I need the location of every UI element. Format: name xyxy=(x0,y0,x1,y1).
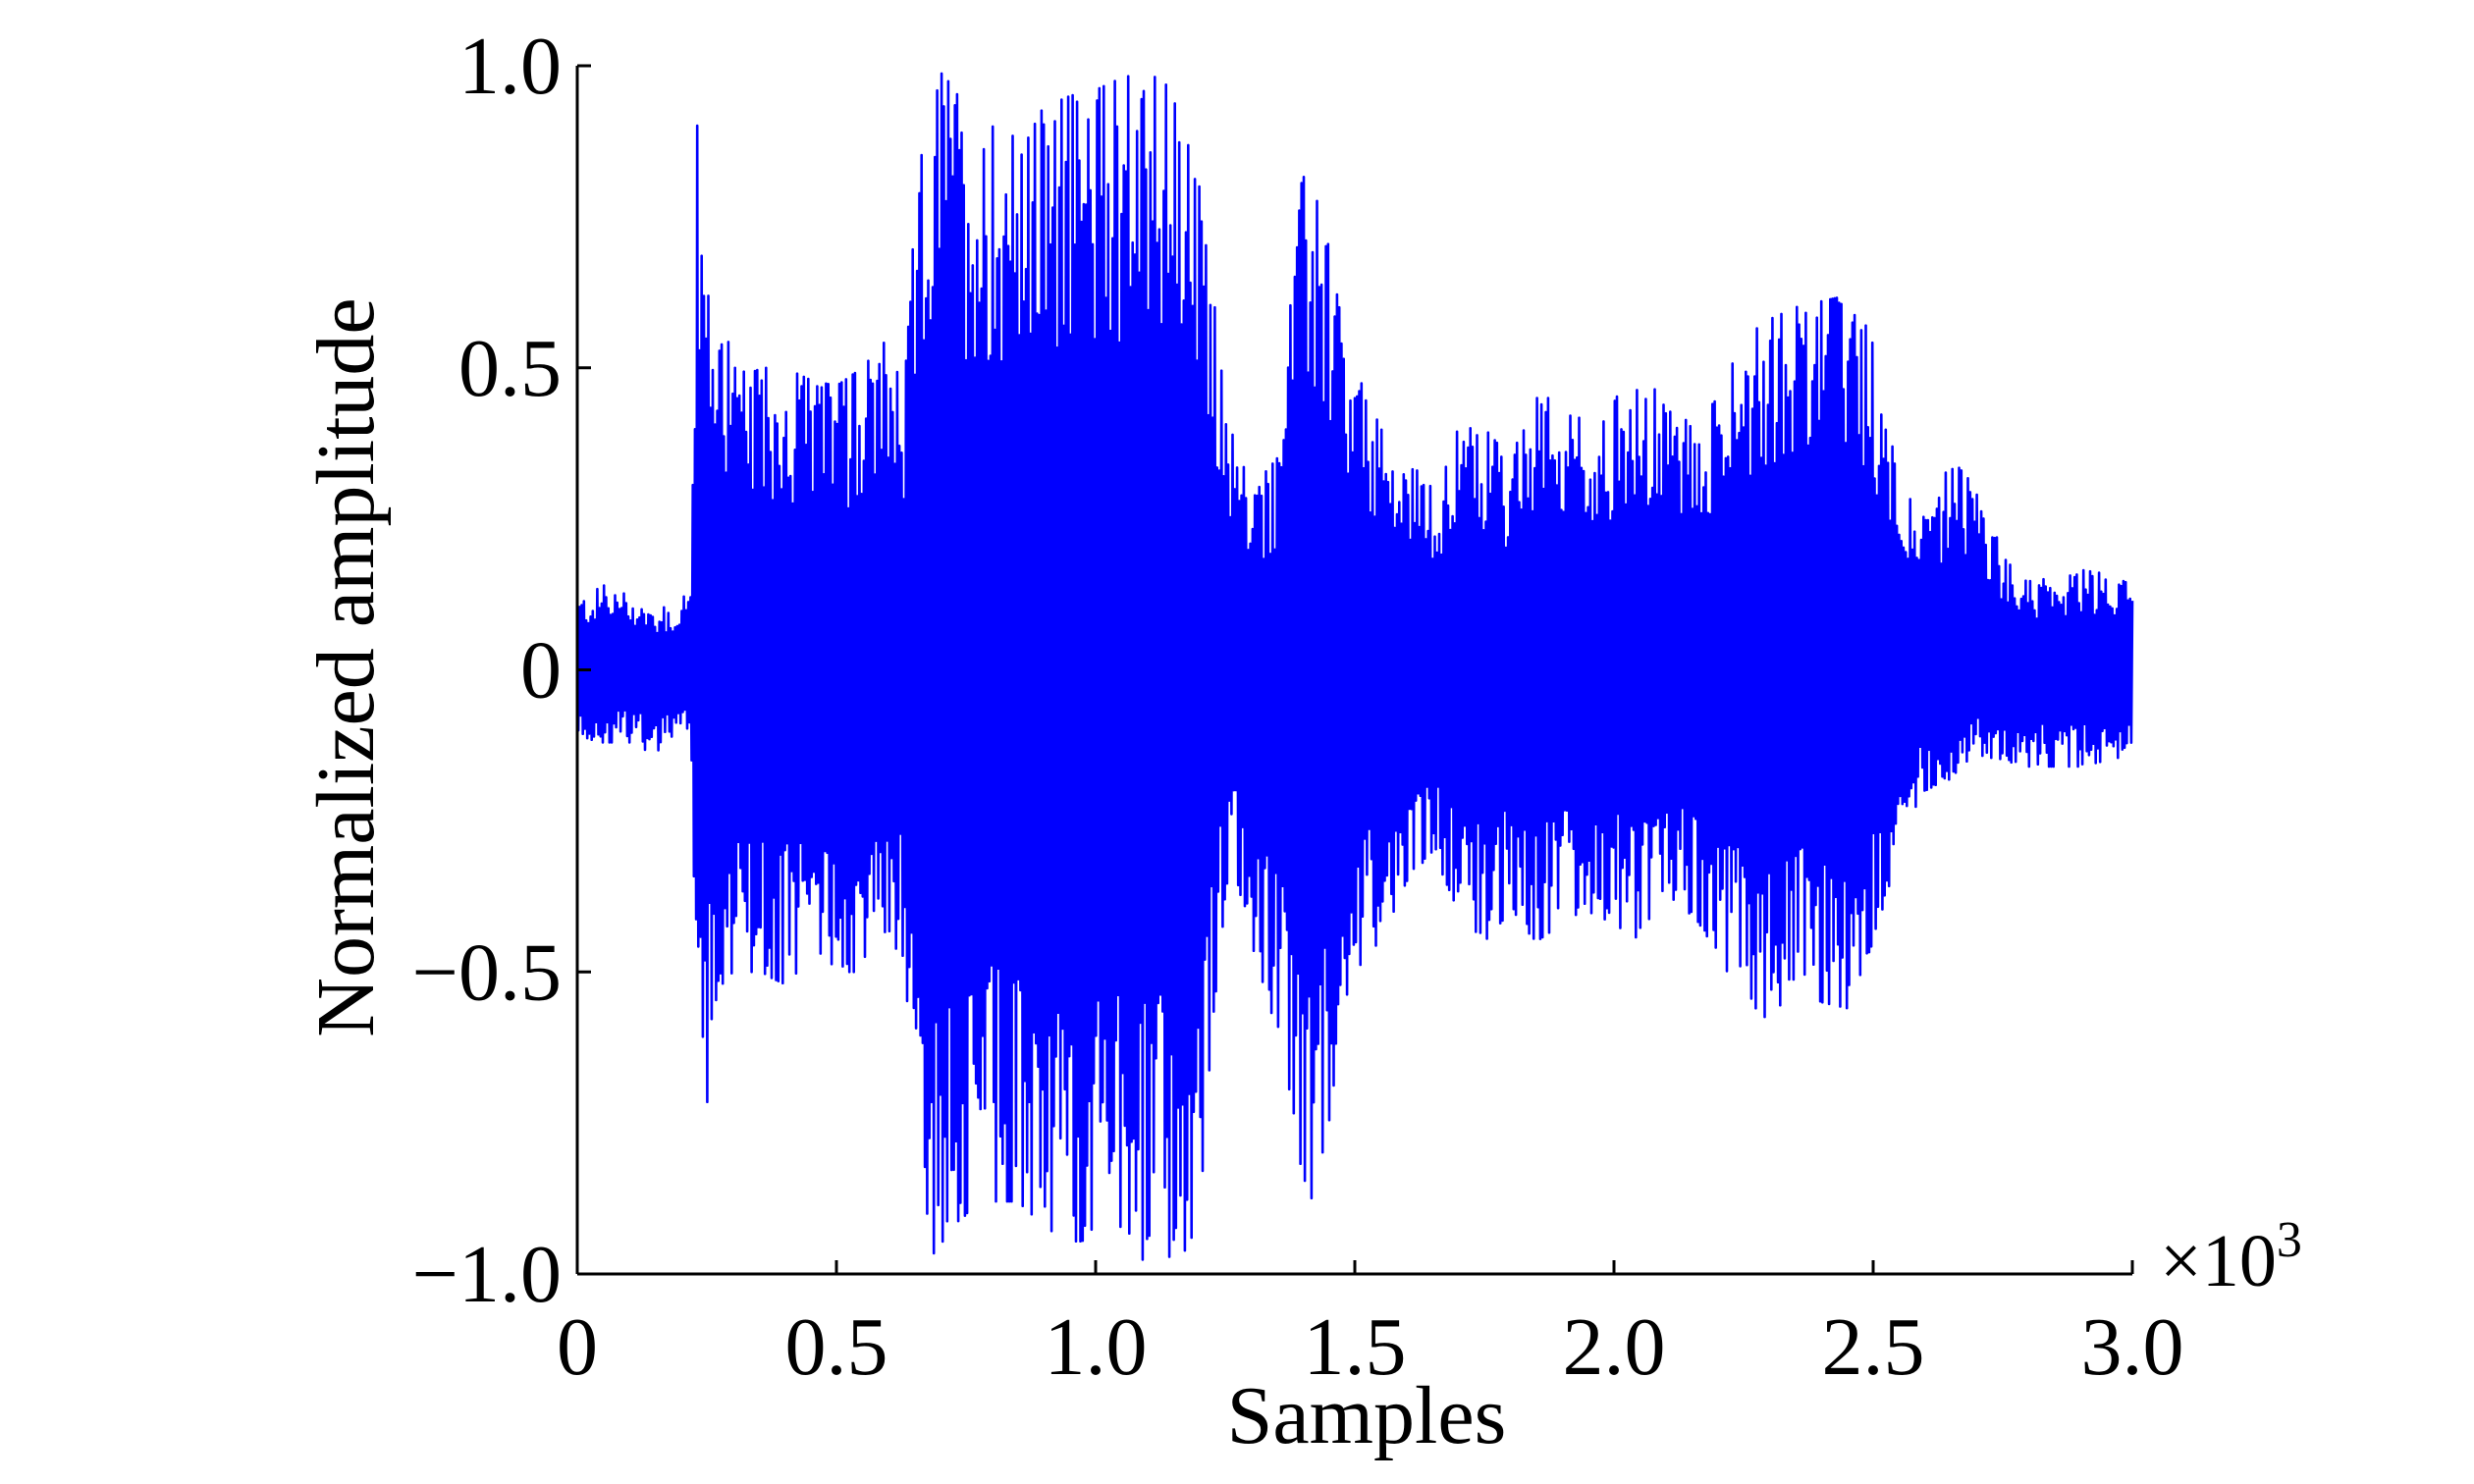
x-tick-label: 0 xyxy=(557,1301,598,1393)
y-tick-label: 0 xyxy=(520,625,562,716)
x-axis-multiplier: ×103 xyxy=(2160,1212,2302,1302)
x-axis-label: Samples xyxy=(1227,1370,1507,1461)
y-tick-label: 1.0 xyxy=(458,21,562,112)
ticks: 0 0.5 1.0 1.5 2.0 2.5 3.0 −1.0 −0.5 0 0.5 1.0 xyxy=(412,21,2184,1393)
x-multiplier-base: ×10 xyxy=(2160,1220,2277,1302)
x-tick-label: 1.5 xyxy=(1304,1301,1407,1393)
y-axis-label: Normalized amplitude xyxy=(300,297,392,1036)
y-tick-label: 0.5 xyxy=(458,323,562,414)
x-tick-label: 0.5 xyxy=(785,1301,888,1393)
x-tick-label: 1.0 xyxy=(1045,1301,1148,1393)
waveform-line xyxy=(575,72,2134,1261)
y-tick-label: −1.0 xyxy=(412,1229,562,1320)
x-multiplier-exponent: 3 xyxy=(2277,1212,2302,1268)
x-tick-label: 2.0 xyxy=(1563,1301,1666,1393)
y-tick-label: −0.5 xyxy=(412,927,562,1018)
waveform-series xyxy=(575,72,2134,1261)
x-tick-label: 3.0 xyxy=(2081,1301,2184,1393)
x-tick-label: 2.5 xyxy=(1822,1301,1925,1393)
